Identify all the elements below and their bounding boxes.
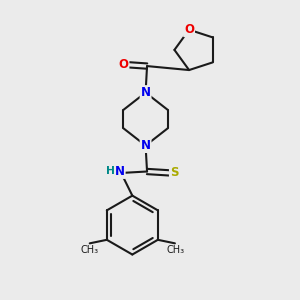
Text: H: H [106,167,115,176]
Text: CH₃: CH₃ [80,245,98,255]
Text: O: O [118,58,128,71]
Text: N: N [141,139,151,152]
Text: N: N [115,165,125,178]
Text: N: N [141,86,151,99]
Text: CH₃: CH₃ [167,245,184,255]
Text: S: S [170,167,178,179]
Text: O: O [184,23,194,36]
